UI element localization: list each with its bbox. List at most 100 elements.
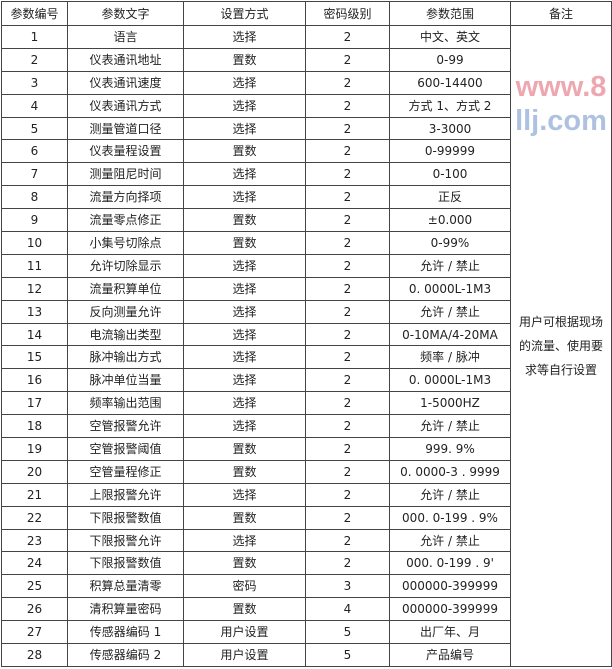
param-text: 仪表量程设置 bbox=[67, 139, 184, 164]
param-range: ±0.000 bbox=[389, 208, 511, 233]
param-text: 脉冲输出方式 bbox=[67, 345, 184, 370]
param-text: 空管报警允许 bbox=[67, 414, 184, 439]
password-level: 2 bbox=[305, 253, 390, 278]
param-text: 测量管道口径 bbox=[67, 116, 184, 141]
param-text: 仪表通讯地址 bbox=[67, 47, 184, 72]
param-range: 999. 9% bbox=[389, 437, 511, 461]
param-number: 10 bbox=[1, 231, 68, 255]
param-text: 积算总量清零 bbox=[67, 574, 184, 599]
param-number: 19 bbox=[1, 437, 68, 461]
setting-method: 选择 bbox=[183, 368, 306, 393]
param-number: 5 bbox=[1, 116, 68, 141]
param-text: 频率输出范围 bbox=[67, 391, 184, 416]
table-row: 18 空管报警允许 选择 2 允许 / 禁止 bbox=[1, 414, 612, 439]
param-range: 3-3000 bbox=[389, 116, 511, 141]
param-text: 空管量程修正 bbox=[67, 459, 184, 484]
param-range: 0-99999 bbox=[389, 139, 511, 164]
password-level: 2 bbox=[305, 25, 390, 49]
table-row: 24 下限报警数值 置数 2 000. 0-199 . 9' bbox=[1, 551, 612, 576]
param-number: 11 bbox=[1, 253, 68, 278]
param-number: 20 bbox=[1, 459, 68, 484]
setting-method: 置数 bbox=[183, 505, 306, 530]
setting-method: 用户设置 bbox=[183, 643, 306, 667]
param-range: 出厂年、月 bbox=[389, 620, 511, 645]
setting-method: 选择 bbox=[183, 162, 306, 187]
password-level: 2 bbox=[305, 116, 390, 141]
password-level: 2 bbox=[305, 93, 390, 118]
password-level: 2 bbox=[305, 482, 390, 507]
param-range: 正反 bbox=[389, 185, 511, 210]
param-number: 28 bbox=[1, 643, 68, 667]
setting-method: 置数 bbox=[183, 437, 306, 461]
table-row: 20 空管量程修正 置数 2 0. 0000-3 . 9999 bbox=[1, 459, 612, 484]
setting-method: 选择 bbox=[183, 253, 306, 278]
setting-method: 选择 bbox=[183, 25, 306, 49]
setting-method: 选择 bbox=[183, 185, 306, 210]
remark-cell: 用户可根据现场的流量、使用要求等自行设置 bbox=[510, 25, 612, 667]
param-range: 方式 1、方式 2 bbox=[389, 93, 511, 118]
param-range: 允许 / 禁止 bbox=[389, 253, 511, 278]
table-body: 1 语言 选择 2 中文、英文 用户可根据现场的流量、使用要求等自行设置 2 仪表通讯地址 置数… bbox=[1, 25, 612, 667]
password-level: 5 bbox=[305, 643, 390, 667]
setting-method: 选择 bbox=[183, 414, 306, 439]
table-row: 28 传感器编码 2 用户设置 5 产品编号 bbox=[1, 643, 612, 667]
password-level: 2 bbox=[305, 345, 390, 370]
param-text: 清积算量密码 bbox=[67, 597, 184, 622]
table-row: 7 测量阻尼时间 选择 2 0-100 bbox=[1, 162, 612, 187]
password-level: 2 bbox=[305, 459, 390, 484]
password-level: 2 bbox=[305, 208, 390, 233]
param-text: 空管报警阈值 bbox=[67, 437, 184, 461]
param-number: 6 bbox=[1, 139, 68, 164]
param-text: 测量阻尼时间 bbox=[67, 162, 184, 187]
setting-method: 置数 bbox=[183, 551, 306, 576]
param-text: 电流输出类型 bbox=[67, 322, 184, 347]
table-row: 3 仪表通讯速度 选择 2 600-14400 bbox=[1, 70, 612, 95]
param-text: 下限报警数值 bbox=[67, 505, 184, 530]
param-number: 25 bbox=[1, 574, 68, 599]
param-number: 22 bbox=[1, 505, 68, 530]
param-range: 0. 0000-3 . 9999 bbox=[389, 459, 511, 484]
password-level: 2 bbox=[305, 414, 390, 439]
param-number: 1 bbox=[1, 25, 68, 49]
setting-method: 选择 bbox=[183, 391, 306, 416]
setting-method: 密码 bbox=[183, 574, 306, 599]
setting-method: 选择 bbox=[183, 299, 306, 324]
setting-method: 置数 bbox=[183, 139, 306, 164]
column-header: 参数编号 bbox=[1, 1, 68, 26]
param-text: 传感器编码 2 bbox=[67, 643, 184, 667]
param-text: 仪表通讯方式 bbox=[67, 93, 184, 118]
param-number: 21 bbox=[1, 482, 68, 507]
param-range: 0-100 bbox=[389, 162, 511, 187]
param-text: 脉冲单位当量 bbox=[67, 368, 184, 393]
param-range: 0. 0000L-1M3 bbox=[389, 276, 511, 301]
param-range: 允许 / 禁止 bbox=[389, 482, 511, 507]
param-text: 小集号切除点 bbox=[67, 231, 184, 255]
param-range: 允许 / 禁止 bbox=[389, 528, 511, 553]
table-row: 4 仪表通讯方式 选择 2 方式 1、方式 2 bbox=[1, 93, 612, 118]
setting-method: 置数 bbox=[183, 208, 306, 233]
setting-method: 用户设置 bbox=[183, 620, 306, 645]
param-number: 7 bbox=[1, 162, 68, 187]
setting-method: 置数 bbox=[183, 231, 306, 255]
password-level: 2 bbox=[305, 185, 390, 210]
param-range: 频率 / 脉冲 bbox=[389, 345, 511, 370]
param-text: 上限报警允许 bbox=[67, 482, 184, 507]
password-level: 2 bbox=[305, 551, 390, 576]
param-number: 27 bbox=[1, 620, 68, 645]
password-level: 3 bbox=[305, 574, 390, 599]
table-row: 16 脉冲单位当量 选择 2 0. 0000L-1M3 bbox=[1, 368, 612, 393]
param-number: 9 bbox=[1, 208, 68, 233]
password-level: 2 bbox=[305, 47, 390, 72]
table-row: 14 电流输出类型 选择 2 0-10MA/4-20MA bbox=[1, 322, 612, 347]
param-range: 000000-399999 bbox=[389, 597, 511, 622]
setting-method: 选择 bbox=[183, 482, 306, 507]
table-row: 25 积算总量清零 密码 3 000000-399999 bbox=[1, 574, 612, 599]
setting-method: 选择 bbox=[183, 70, 306, 95]
password-level: 2 bbox=[305, 391, 390, 416]
param-number: 2 bbox=[1, 47, 68, 72]
param-text: 下限报警允许 bbox=[67, 528, 184, 553]
table-row: 27 传感器编码 1 用户设置 5 出厂年、月 bbox=[1, 620, 612, 645]
header-row: 参数编号 参数文字 设置方式 密码级别 参数范围 备注 bbox=[1, 1, 612, 26]
param-number: 4 bbox=[1, 93, 68, 118]
